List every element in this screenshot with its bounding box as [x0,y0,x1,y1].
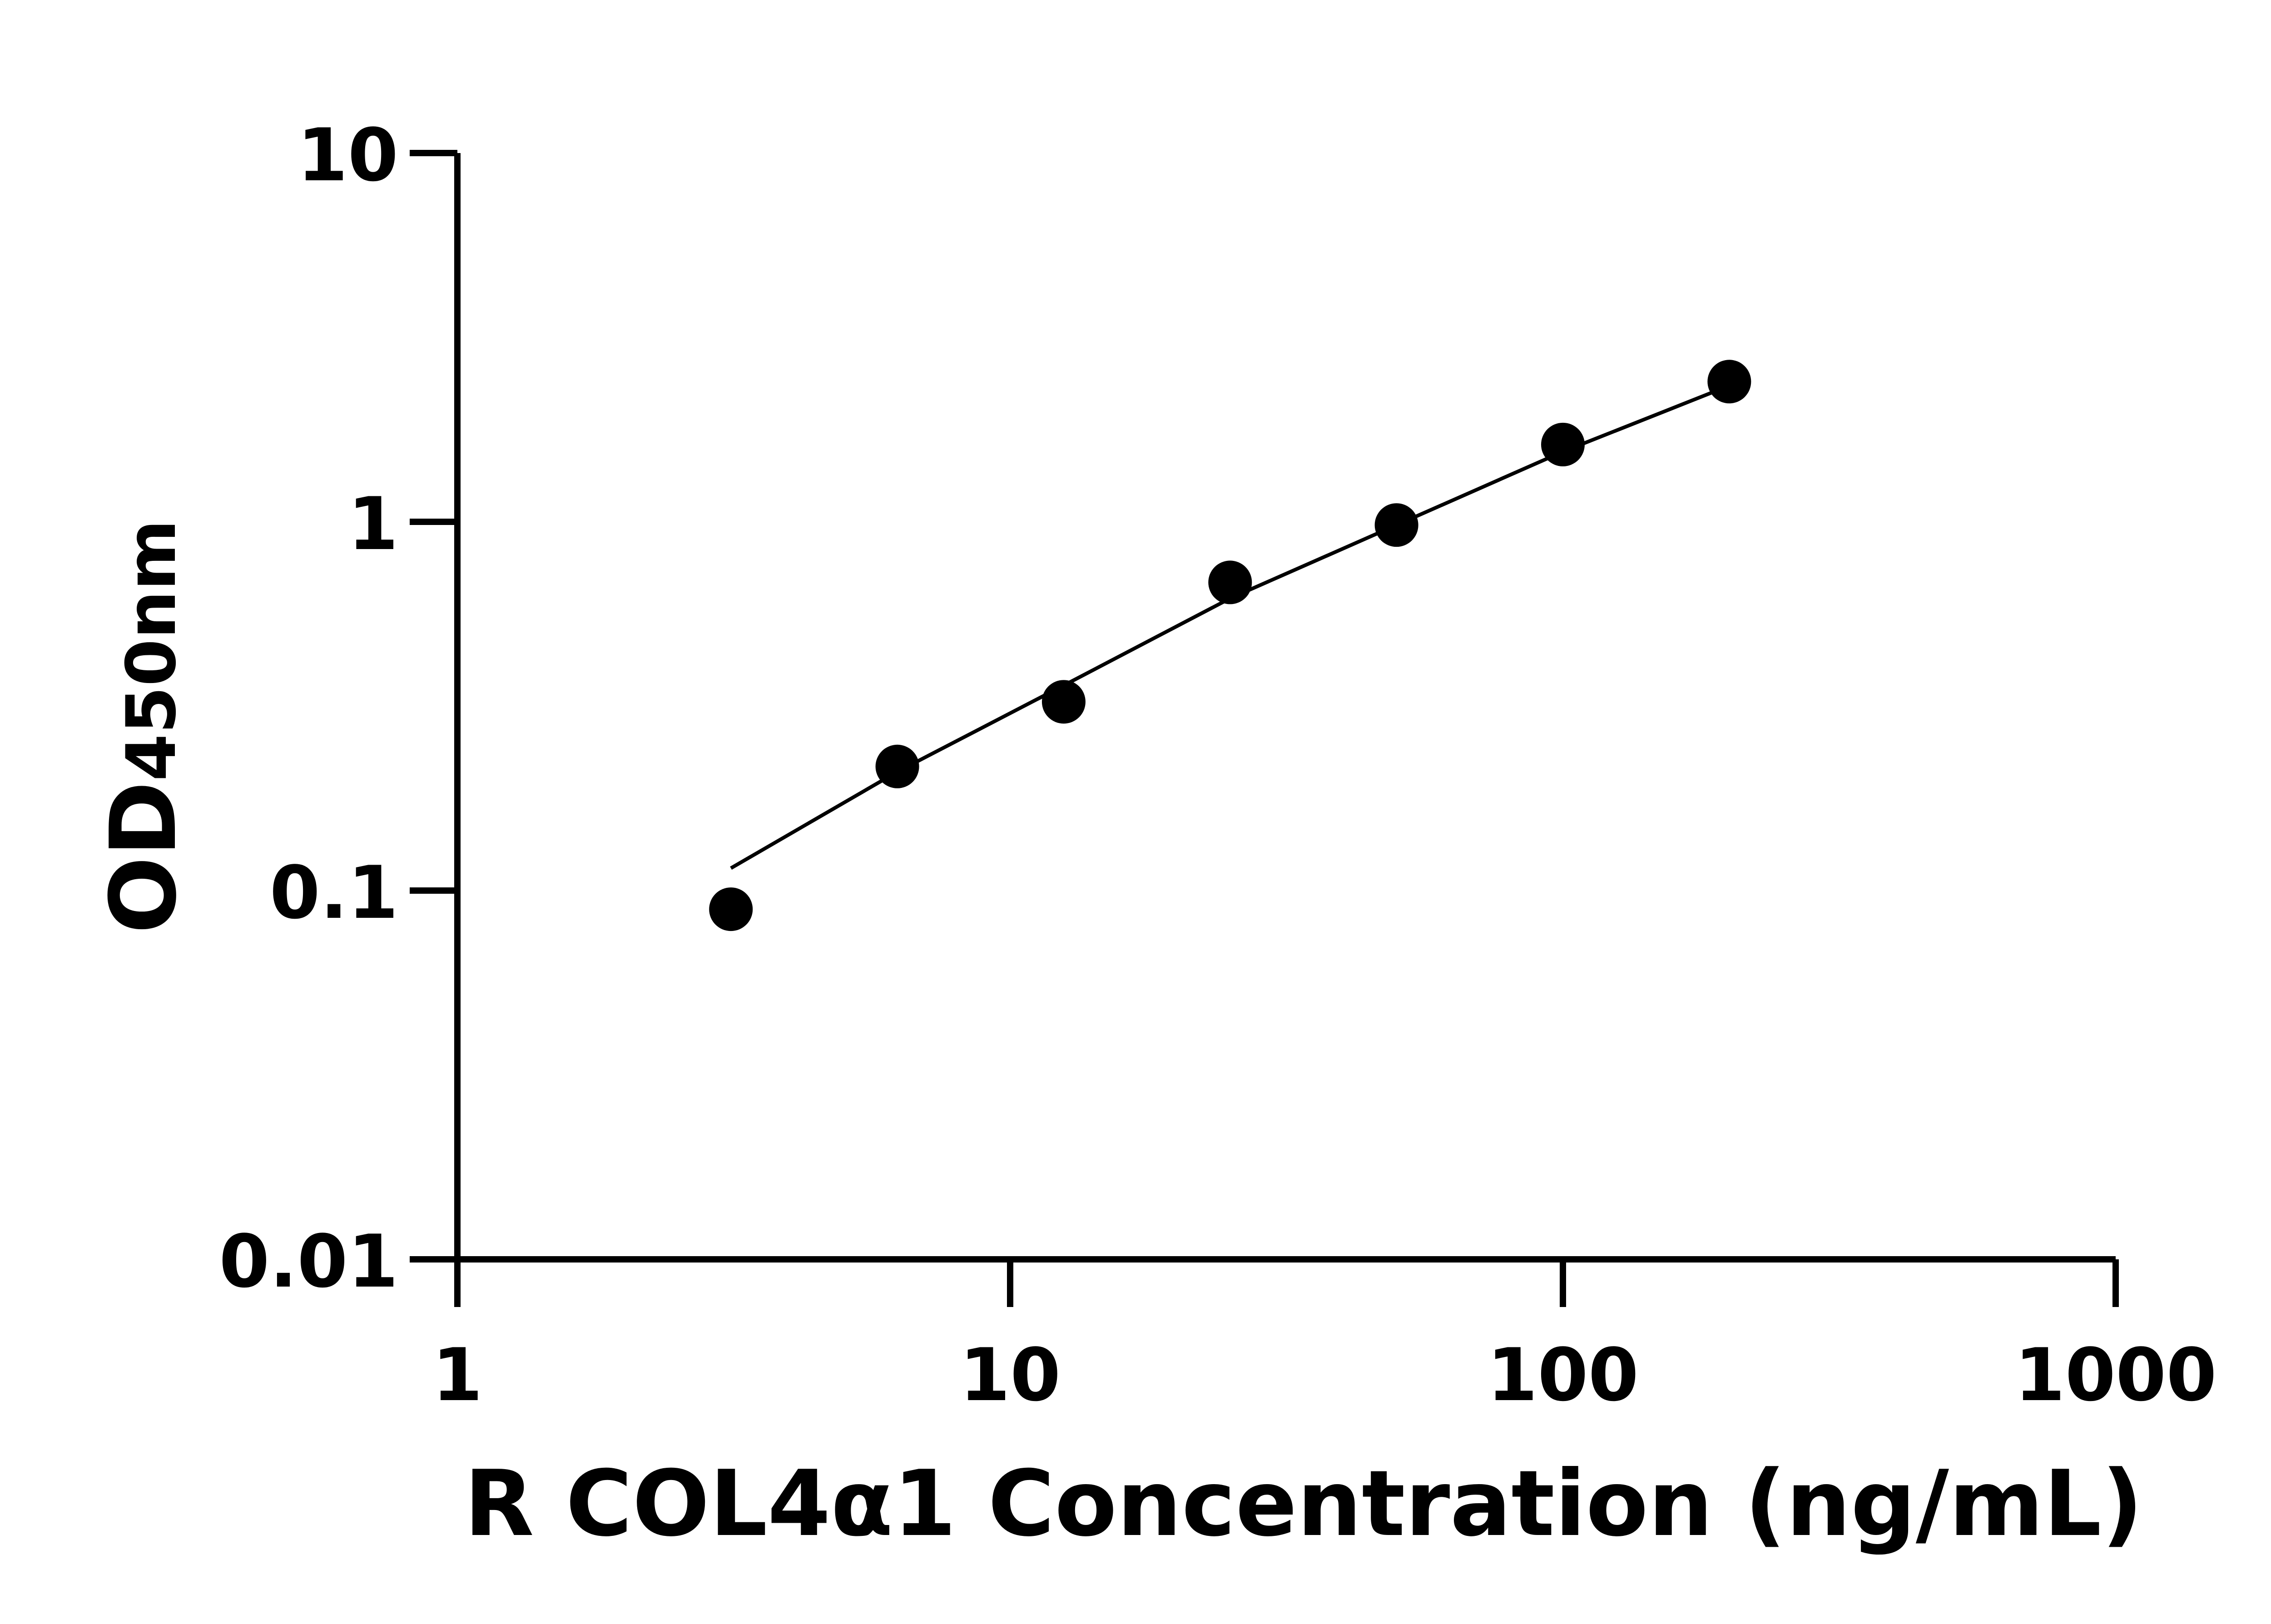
data-points [709,360,1751,931]
data-point [1374,503,1418,547]
y-axis-label-sub: 450nm [112,520,191,781]
data-point [1541,422,1585,466]
y-axis-label: OD450nm [91,520,197,934]
x-tick-label: 1 [432,1332,482,1417]
x-axis-label: R COL4α1 Concentration (ng/mL) [464,1451,2143,1557]
y-tick-label: 0.01 [219,1219,398,1304]
x-tick-label: 1000 [2014,1332,2216,1417]
data-point [1707,360,1751,404]
x-tick-label: 100 [1487,1332,1639,1417]
y-tick-label: 10 [297,113,398,198]
y-tick-label: 1 [348,481,398,566]
data-point [875,744,919,788]
y-tick-label: 0.1 [270,850,398,935]
data-point [1208,560,1252,604]
data-point [709,887,753,931]
axes [410,150,2119,1307]
y-axis-label-main: OD [91,781,197,934]
data-point [1041,680,1086,724]
tick-labels: 1 10 100 1000 0.01 0.1 1 10 [219,113,2216,1417]
x-tick-label: 10 [960,1332,1061,1417]
